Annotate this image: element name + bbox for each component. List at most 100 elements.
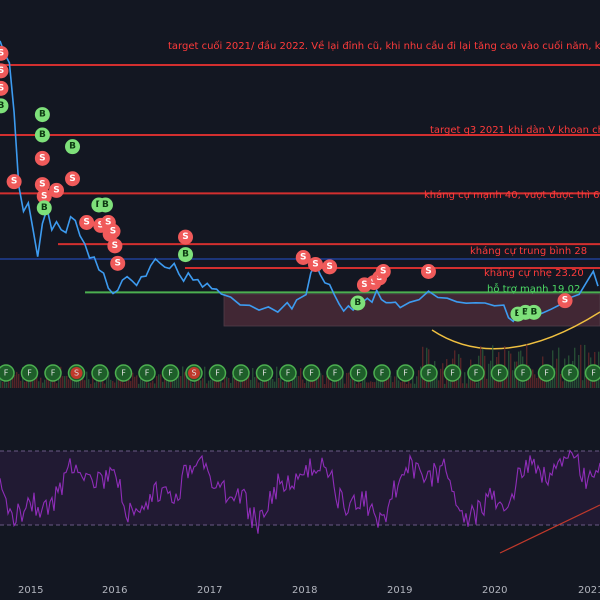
buy-signal-circle (0, 98, 9, 114)
annotation-resist-40: kháng cự mạnh 40, vượt được thì 6x (424, 189, 600, 201)
f-marker-circle (161, 364, 180, 382)
volume-bar (406, 383, 408, 388)
signal-label: S (105, 218, 111, 228)
f-marker-label: F (215, 369, 220, 378)
sell-signal: S (557, 293, 573, 309)
x-tick-2016: 2016 (102, 585, 127, 596)
volume-bar (298, 376, 300, 388)
volume-bar (558, 347, 560, 388)
sell-signal-circle (34, 177, 50, 193)
volume-bar (414, 383, 416, 388)
volume-bar (314, 375, 316, 388)
volume-bar (300, 368, 302, 388)
f-marker: F (208, 364, 227, 382)
volume-bar (536, 378, 538, 388)
volume-bar (12, 372, 14, 388)
f-marker-inner (70, 367, 83, 379)
volume-bar (4, 376, 6, 388)
sell-signal-circle (322, 259, 338, 275)
x-tick-2015: 2015 (18, 585, 43, 596)
f-marker-circle (138, 364, 156, 382)
volume-bar (388, 372, 390, 388)
volume-bar (164, 372, 166, 388)
annotation-resist-28: kháng cự trung bình 28 (470, 245, 587, 257)
volume-bar (116, 374, 118, 388)
sell-signal-circle (107, 238, 123, 254)
f-marker-label: F (427, 369, 432, 378)
signal-label: S (83, 218, 89, 228)
f-marker-circle (373, 364, 391, 382)
buy-signal: B (0, 98, 9, 114)
volume-bar (258, 382, 260, 388)
signal-label: S (39, 153, 45, 163)
sell-signal: S (322, 259, 338, 275)
volume-bar (306, 377, 308, 388)
annotation-support-19: hỗ trợ mạnh 19.02 (487, 282, 580, 295)
sell-signal-circle (0, 45, 9, 61)
sell-signal-circle (375, 264, 391, 279)
buy-signal-circle (36, 200, 52, 216)
volume-bar (370, 381, 372, 388)
volume-bar (378, 375, 380, 388)
volume-bar (400, 382, 402, 388)
volume-bar (418, 370, 420, 388)
volume-bar (304, 383, 306, 388)
volume-bar (100, 381, 102, 388)
volume-bar (20, 380, 22, 388)
f-marker-label: F (356, 369, 361, 378)
f-marker-label: F (51, 369, 56, 378)
buy-signal-circle (34, 107, 50, 123)
volume-bar (136, 375, 138, 388)
sell-signal-circle (105, 223, 121, 239)
signal-label: B (69, 142, 76, 152)
sell-signal: S (295, 250, 311, 265)
f-marker-circle (279, 364, 297, 382)
volume-bar (60, 366, 62, 388)
volume-bar (466, 383, 468, 388)
volume-bar (240, 381, 242, 388)
volume-bar (278, 377, 280, 388)
volume-bar (222, 382, 224, 388)
volume-bar (194, 375, 196, 388)
signal-label: B (41, 203, 48, 213)
f-marker-label: F (286, 369, 291, 378)
volume-bar (296, 375, 298, 388)
f-marker-label: F (403, 369, 408, 378)
buy-signal-circle (97, 197, 113, 213)
volume-bar (266, 378, 268, 388)
volume-bar (106, 371, 108, 388)
f-marker: F (255, 364, 274, 382)
volume-bar (280, 373, 282, 388)
volume-bar (62, 376, 64, 388)
volume-bar (14, 375, 16, 388)
f-marker-circle (490, 364, 509, 382)
volume-bar (86, 371, 88, 388)
sell-signal-circle (0, 63, 9, 79)
volume-bar (204, 366, 206, 388)
volume-bar (218, 377, 220, 388)
f-marker-circle (44, 364, 62, 382)
volume-bar (390, 375, 392, 388)
f-marker-label: F (333, 369, 338, 378)
volume-bar (348, 372, 350, 388)
volume-bar (524, 382, 526, 388)
volume-bar (38, 381, 40, 388)
volume-bar (206, 383, 208, 388)
volume-bar (168, 375, 170, 388)
sell-signal-circle (307, 257, 323, 272)
volume-bar (584, 344, 586, 388)
volume-bar (384, 375, 386, 388)
f-marker: F (138, 364, 156, 382)
f-marker-label: F (309, 369, 314, 378)
sell-signal-circle (420, 264, 436, 279)
volume-bar (442, 363, 444, 388)
horizontal-lines-layer (0, 64, 600, 294)
volume-bar (274, 381, 276, 388)
volume-bar (108, 372, 110, 388)
f-marker-label: F (98, 369, 103, 378)
volume-bar (506, 371, 508, 388)
volume-bar (84, 380, 86, 388)
signal-label: S (380, 267, 386, 277)
volume-bar (134, 376, 136, 388)
